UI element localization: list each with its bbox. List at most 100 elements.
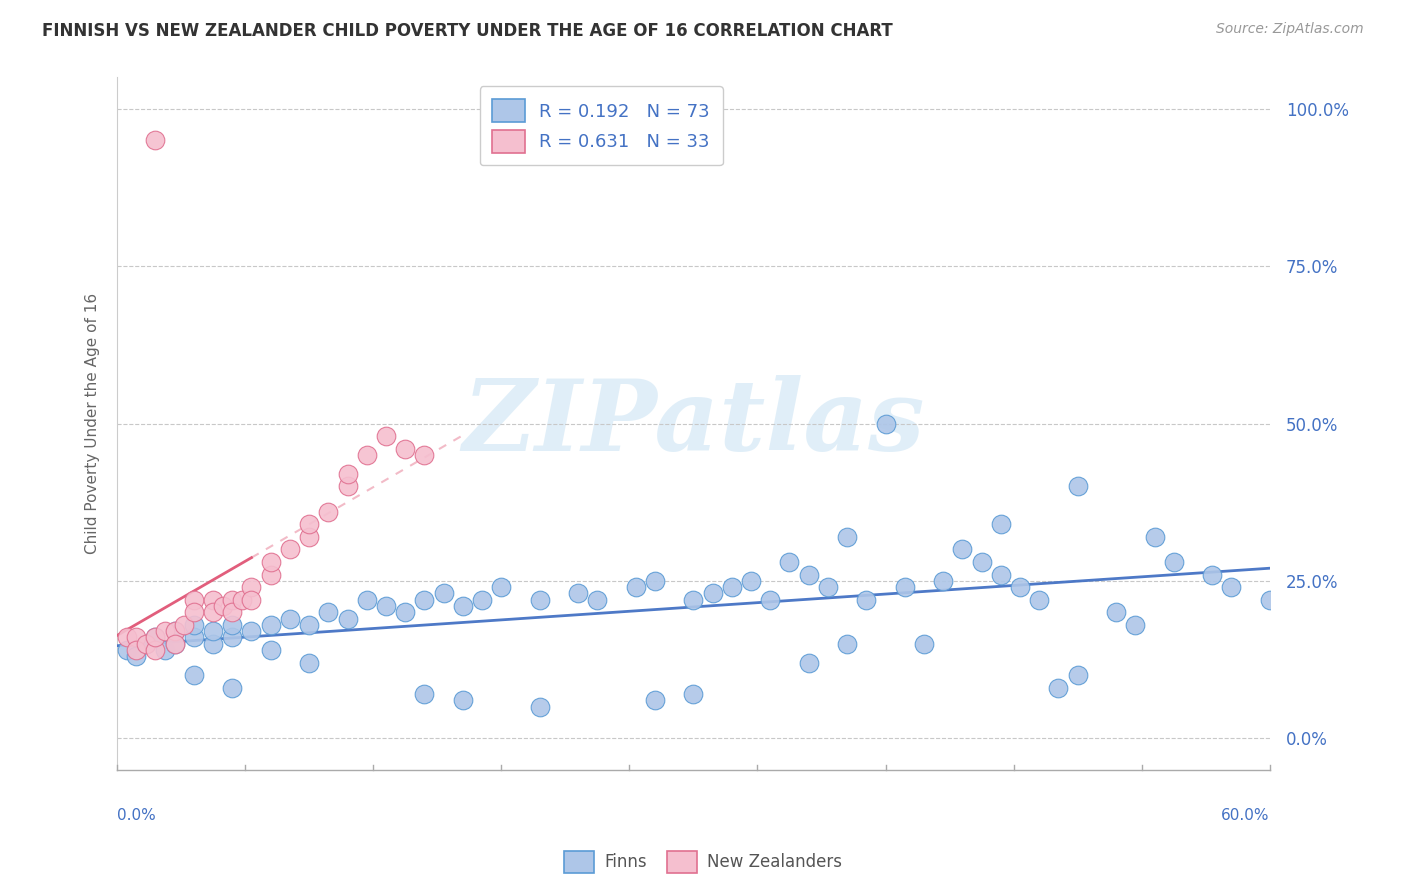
Legend: Finns, New Zealanders: Finns, New Zealanders	[558, 845, 848, 880]
Point	[952, 542, 974, 557]
Point	[135, 637, 157, 651]
Point	[1123, 618, 1146, 632]
Point	[125, 643, 148, 657]
Point	[202, 624, 225, 639]
Point	[298, 656, 321, 670]
Point	[471, 592, 494, 607]
Point	[336, 467, 359, 481]
Point	[298, 618, 321, 632]
Point	[356, 592, 378, 607]
Point	[202, 605, 225, 619]
Point	[183, 631, 205, 645]
Point	[1105, 605, 1128, 619]
Point	[394, 605, 416, 619]
Point	[797, 656, 820, 670]
Point	[260, 643, 283, 657]
Point	[375, 429, 398, 443]
Point	[779, 555, 801, 569]
Point	[1163, 555, 1185, 569]
Point	[817, 580, 839, 594]
Y-axis label: Child Poverty Under the Age of 16: Child Poverty Under the Age of 16	[86, 293, 100, 554]
Point	[153, 643, 176, 657]
Point	[586, 592, 609, 607]
Point	[240, 592, 263, 607]
Point	[682, 592, 704, 607]
Legend: R = 0.192   N = 73, R = 0.631   N = 33: R = 0.192 N = 73, R = 0.631 N = 33	[479, 87, 723, 165]
Point	[1067, 668, 1090, 682]
Point	[491, 580, 513, 594]
Point	[145, 631, 167, 645]
Point	[740, 574, 762, 588]
Point	[451, 599, 474, 613]
Point	[682, 687, 704, 701]
Point	[1047, 681, 1070, 695]
Point	[221, 681, 243, 695]
Point	[451, 693, 474, 707]
Point	[260, 618, 283, 632]
Point	[135, 637, 157, 651]
Point	[202, 637, 225, 651]
Point	[1067, 479, 1090, 493]
Point	[125, 631, 148, 645]
Point	[932, 574, 955, 588]
Point	[183, 592, 205, 607]
Point	[894, 580, 917, 594]
Point	[970, 555, 993, 569]
Point	[163, 637, 186, 651]
Point	[837, 530, 859, 544]
Point	[413, 592, 436, 607]
Point	[163, 637, 186, 651]
Point	[240, 580, 263, 594]
Text: 0.0%: 0.0%	[117, 808, 156, 823]
Point	[624, 580, 647, 594]
Point	[1201, 567, 1223, 582]
Point	[153, 624, 176, 639]
Point	[318, 505, 340, 519]
Point	[240, 624, 263, 639]
Text: ZIPatlas: ZIPatlas	[463, 376, 925, 472]
Point	[183, 618, 205, 632]
Point	[145, 133, 167, 147]
Point	[202, 592, 225, 607]
Point	[145, 631, 167, 645]
Point	[336, 611, 359, 625]
Point	[115, 631, 138, 645]
Point	[221, 631, 243, 645]
Point	[221, 605, 243, 619]
Point	[115, 643, 138, 657]
Point	[702, 586, 724, 600]
Point	[1010, 580, 1032, 594]
Point	[1220, 580, 1243, 594]
Point	[278, 611, 301, 625]
Point	[231, 592, 253, 607]
Point	[759, 592, 782, 607]
Point	[721, 580, 744, 594]
Point	[990, 517, 1012, 532]
Point	[875, 417, 897, 431]
Point	[394, 442, 416, 456]
Point	[221, 592, 243, 607]
Point	[1143, 530, 1166, 544]
Point	[413, 687, 436, 701]
Point	[356, 448, 378, 462]
Point	[298, 517, 321, 532]
Point	[837, 637, 859, 651]
Point	[375, 599, 398, 613]
Text: Source: ZipAtlas.com: Source: ZipAtlas.com	[1216, 22, 1364, 37]
Point	[211, 599, 233, 613]
Point	[567, 586, 589, 600]
Point	[183, 668, 205, 682]
Point	[855, 592, 877, 607]
Point	[318, 605, 340, 619]
Point	[183, 605, 205, 619]
Point	[413, 448, 436, 462]
Text: 60.0%: 60.0%	[1222, 808, 1270, 823]
Point	[797, 567, 820, 582]
Point	[644, 574, 666, 588]
Point	[260, 555, 283, 569]
Point	[529, 699, 551, 714]
Point	[260, 567, 283, 582]
Point	[163, 624, 186, 639]
Point	[278, 542, 301, 557]
Point	[298, 530, 321, 544]
